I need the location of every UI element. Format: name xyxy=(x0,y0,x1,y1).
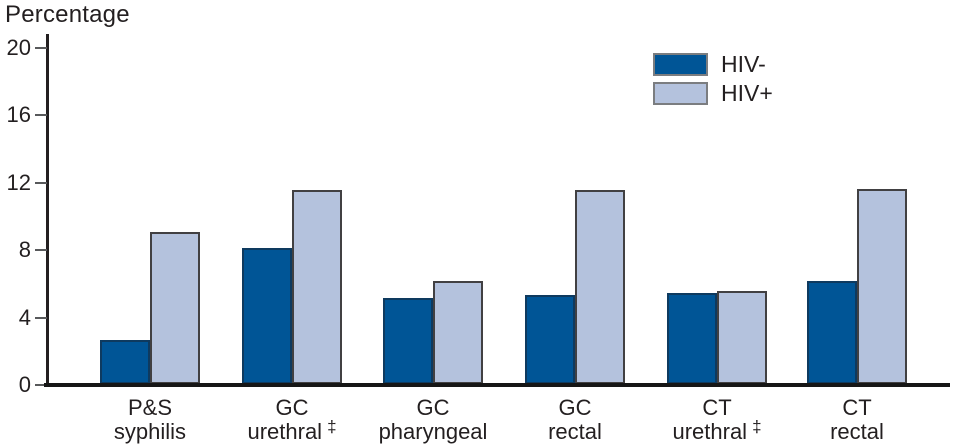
x-label-line1: GC xyxy=(558,395,592,420)
bar-hiv-neg-p-s-syphilis xyxy=(100,340,150,384)
x-axis-line xyxy=(44,383,950,387)
y-tick-label-12: 12 xyxy=(6,169,31,195)
bar-hiv-neg-gc-rectal xyxy=(525,295,575,384)
bar-hiv-neg-ct-rectal xyxy=(807,281,857,384)
x-label-line1: CT xyxy=(842,395,872,420)
x-label-line2: syphilis xyxy=(113,419,187,444)
y-axis-title: Percentage xyxy=(5,1,130,28)
x-label-line2: urethral xyxy=(672,419,748,444)
x-label-line1: CT xyxy=(702,395,732,420)
x-label-gc-rectal: GC rectal xyxy=(493,396,657,444)
x-label-line2: pharyngeal xyxy=(378,419,488,444)
y-tick-label-8: 8 xyxy=(18,237,31,263)
bar-hivpos-gc-pharyngeal xyxy=(433,281,483,384)
y-tick-label-20: 20 xyxy=(6,35,31,60)
x-label-line1: GC xyxy=(275,395,309,420)
x-label-ct-rectal: CT rectal xyxy=(775,396,939,444)
bar-hivpos-p-s-syphilis xyxy=(150,232,200,384)
legend-label-hiv-negative: HIV- xyxy=(721,51,766,77)
y-tick-20 xyxy=(35,47,47,49)
bar-hivpos-gc-urethral xyxy=(292,190,342,384)
x-label-line2: urethral xyxy=(247,419,323,444)
footnote-dagger-icon: ‡ xyxy=(752,417,762,436)
legend-label-hiv-positive: HIV+ xyxy=(721,80,773,106)
y-tick-12 xyxy=(35,181,47,184)
y-axis-line xyxy=(46,34,49,385)
x-label-line2: rectal xyxy=(830,419,884,444)
legend-swatch-hiv-negative-icon xyxy=(653,53,708,76)
bar-hivpos-gc-rectal xyxy=(575,190,625,384)
y-tick-16 xyxy=(35,114,47,117)
x-label-gc-pharyngeal: GC pharyngeal xyxy=(351,396,515,444)
y-tick-label-0: 0 xyxy=(18,372,31,397)
x-label-p-s-syphilis: P&S syphilis xyxy=(68,396,232,444)
y-tick-label-4: 4 xyxy=(18,304,31,330)
y-tick-8 xyxy=(35,249,47,252)
bar-hiv-neg-gc-urethral xyxy=(242,248,292,384)
x-label-line2: rectal xyxy=(548,419,602,444)
legend-item-hiv-negative: HIV- xyxy=(653,53,773,76)
x-label-gc-urethral: GC urethral ‡ xyxy=(210,396,374,446)
legend: HIV- HIV+ xyxy=(653,53,773,105)
x-label-line1: GC xyxy=(416,395,450,420)
y-tick-label-16: 16 xyxy=(6,102,31,128)
bar-hiv-neg-gc-pharyngeal xyxy=(383,298,433,384)
y-tick-0 xyxy=(35,384,47,386)
legend-swatch-hiv-positive-icon xyxy=(653,82,708,105)
footnote-dagger-icon: ‡ xyxy=(327,417,337,436)
x-label-line1: P&S xyxy=(127,395,173,420)
legend-item-hiv-positive: HIV+ xyxy=(653,82,773,105)
bar-hivpos-ct-rectal xyxy=(857,189,907,384)
bar-hivpos-ct-urethral xyxy=(717,291,767,384)
y-tick-4 xyxy=(35,316,47,319)
bar-hiv-neg-ct-urethral xyxy=(667,293,717,384)
x-label-ct-urethral: CT urethral ‡ xyxy=(635,396,799,446)
